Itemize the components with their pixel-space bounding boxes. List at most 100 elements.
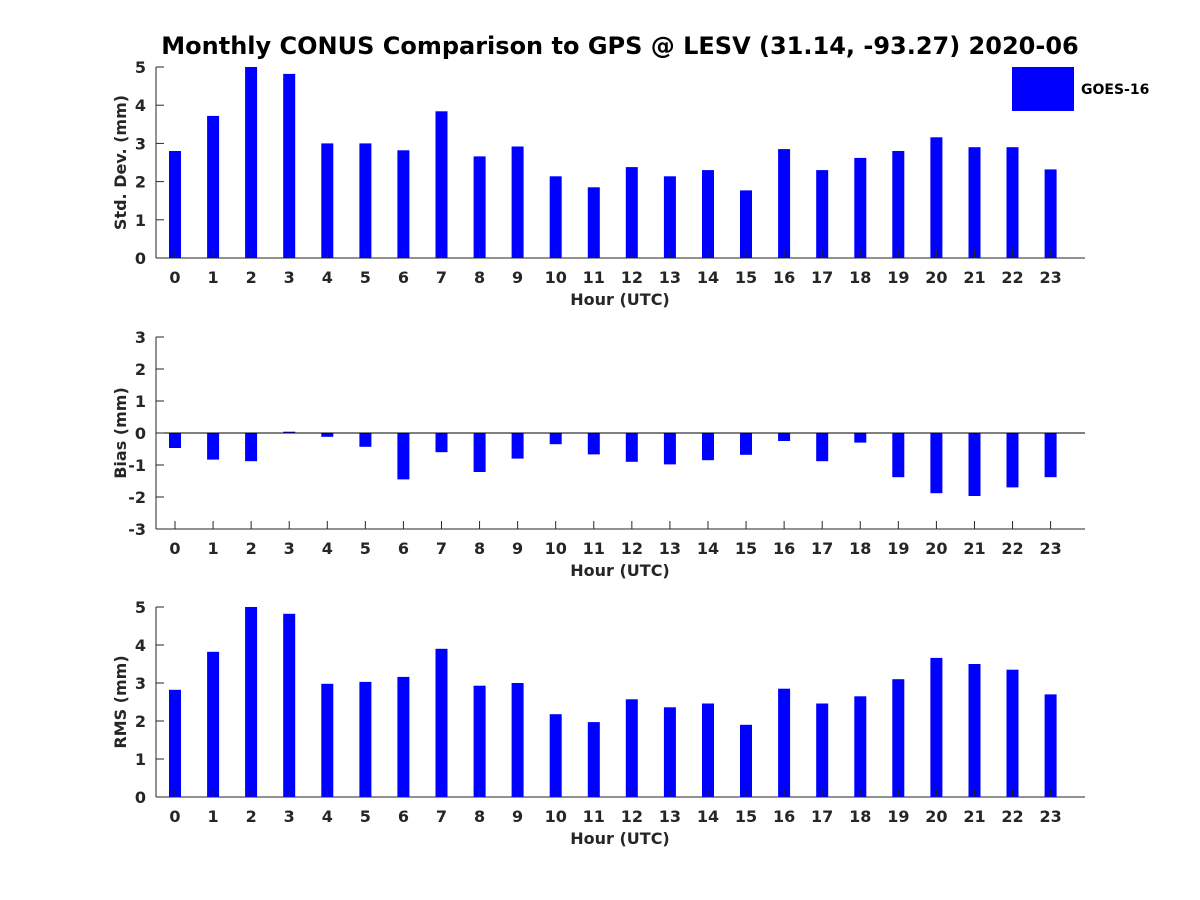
bar-hour-17	[816, 703, 829, 797]
x-tick-label: 18	[849, 268, 871, 287]
x-tick-label: 4	[322, 539, 333, 558]
bar-hour-23	[1044, 169, 1057, 258]
bar-hour-4	[321, 143, 334, 258]
x-tick-label: 12	[621, 539, 643, 558]
bar-hour-1	[207, 651, 220, 797]
x-tick-label: 5	[360, 807, 371, 826]
y-tick-label: 1	[135, 211, 146, 230]
bar-hour-1	[207, 115, 220, 259]
x-tick-label: 11	[583, 807, 605, 826]
x-tick-label: 17	[811, 807, 833, 826]
bar-hour-21	[968, 664, 981, 797]
bar-hour-12	[625, 433, 638, 462]
x-tick-label: 11	[583, 539, 605, 558]
x-tick-label: 2	[246, 807, 257, 826]
x-tick-label: 8	[474, 268, 485, 287]
y-axis-label: Std. Dev. (mm)	[111, 95, 130, 230]
x-tick-label: 3	[284, 807, 295, 826]
x-tick-label: 1	[207, 807, 218, 826]
x-tick-label: 14	[697, 807, 719, 826]
bar-hour-22	[1006, 147, 1019, 258]
bar-hour-11	[587, 433, 600, 455]
y-tick-label: 1	[135, 750, 146, 769]
bar-hour-0	[169, 689, 181, 797]
x-tick-label: 1	[207, 539, 218, 558]
bar-hour-5	[359, 681, 372, 797]
x-tick-label: 17	[811, 539, 833, 558]
bar-hour-7	[435, 433, 448, 453]
legend-label: GOES-16	[1081, 82, 1149, 98]
x-tick-label: 9	[512, 268, 523, 287]
x-tick-label: 17	[811, 268, 833, 287]
x-tick-label: 0	[169, 539, 180, 558]
y-tick-label: 0	[135, 788, 146, 807]
x-tick-label: 23	[1039, 807, 1061, 826]
x-axis-label: Hour (UTC)	[570, 561, 670, 580]
bar-hour-15	[740, 724, 752, 797]
x-tick-label: 23	[1039, 268, 1061, 287]
bar-hour-16	[778, 149, 791, 258]
bar-hour-21	[968, 147, 981, 258]
bar-hour-0	[169, 433, 181, 448]
x-tick-label: 10	[545, 807, 567, 826]
bar-hour-9	[511, 433, 524, 459]
y-tick-label: 5	[135, 598, 146, 617]
x-tick-label: 16	[773, 807, 795, 826]
x-tick-label: 5	[360, 539, 371, 558]
bar-hour-2	[245, 607, 258, 797]
bar-hour-22	[1006, 669, 1019, 797]
bar-hour-16	[778, 433, 791, 441]
bar-hour-0	[169, 151, 181, 258]
bar-hour-6	[397, 433, 410, 480]
bar-hour-9	[511, 146, 524, 258]
x-tick-label: 2	[246, 539, 257, 558]
x-tick-label: 20	[925, 268, 947, 287]
panel-2: 0 1 2 3 4 5 6 7 8 9 10 11 12 13 14 15 16 17 18 19 20 21 22 23-3…	[111, 328, 1085, 580]
bar-hour-18	[854, 157, 867, 258]
x-tick-label: 6	[398, 539, 409, 558]
chart-title: Monthly CONUS Comparison to GPS @ LESV (…	[161, 32, 1078, 60]
x-tick-label: 4	[322, 807, 333, 826]
bar-hour-13	[663, 176, 676, 258]
x-tick-label: 7	[436, 539, 447, 558]
x-tick-label: 13	[659, 807, 681, 826]
bar-hour-3	[283, 431, 296, 433]
bar-hour-19	[892, 433, 905, 478]
bar-hour-5	[359, 143, 372, 258]
x-tick-label: 22	[1001, 539, 1023, 558]
bar-hour-10	[549, 433, 562, 445]
x-tick-label: 16	[773, 268, 795, 287]
x-tick-label: 23	[1039, 539, 1061, 558]
x-tick-label: 3	[284, 539, 295, 558]
bar-hour-10	[549, 714, 562, 797]
x-tick-label: 18	[849, 539, 871, 558]
bar-hour-22	[1006, 433, 1019, 488]
bar-hour-20	[930, 657, 943, 797]
x-tick-label: 6	[398, 268, 409, 287]
bar-hour-20	[930, 433, 943, 494]
x-tick-label: 3	[284, 268, 295, 287]
x-tick-label: 12	[621, 807, 643, 826]
y-tick-label: 2	[135, 712, 146, 731]
y-tick-label: 5	[135, 58, 146, 77]
bar-hour-13	[663, 707, 676, 797]
x-tick-label: 13	[659, 539, 681, 558]
bar-hour-11	[587, 722, 600, 797]
x-tick-label: 8	[474, 807, 485, 826]
x-tick-label: 5	[360, 268, 371, 287]
x-tick-label: 11	[583, 268, 605, 287]
x-tick-label: 19	[887, 268, 909, 287]
bar-hour-18	[854, 433, 867, 443]
x-tick-label: 10	[545, 539, 567, 558]
y-tick-label: -1	[128, 456, 146, 475]
bar-hour-16	[778, 688, 791, 797]
y-tick-label: 3	[135, 328, 146, 347]
y-tick-label: 3	[135, 674, 146, 693]
bar-hour-23	[1044, 694, 1057, 797]
bar-hour-21	[968, 433, 981, 496]
x-tick-label: 12	[621, 268, 643, 287]
bar-hour-1	[207, 433, 220, 460]
x-tick-label: 1	[207, 268, 218, 287]
x-tick-label: 2	[246, 268, 257, 287]
